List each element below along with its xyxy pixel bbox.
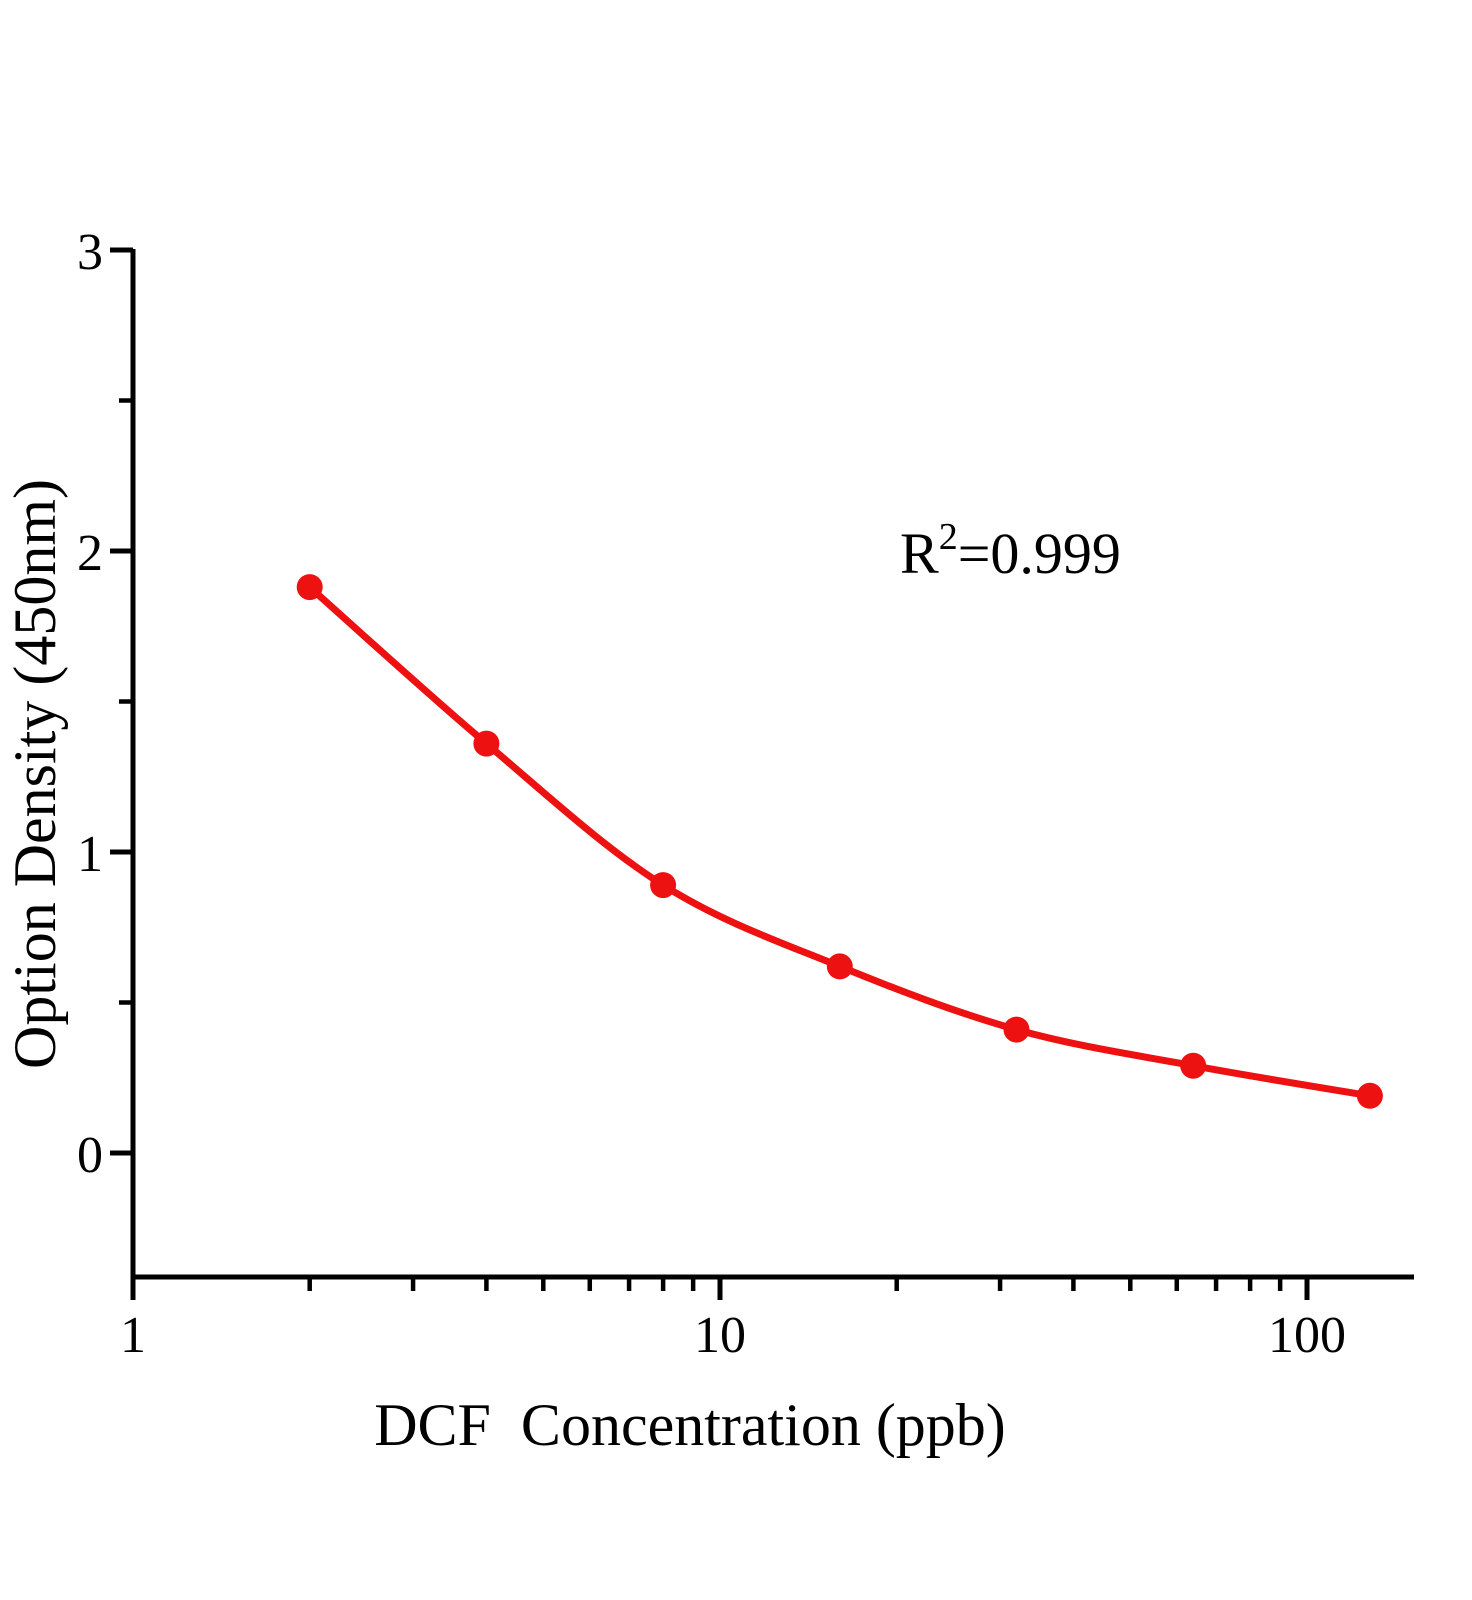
y-tick-label: 3 <box>77 224 103 281</box>
r-squared-value: =0.999 <box>958 521 1121 586</box>
x-tick-label: 1 <box>120 1307 146 1364</box>
fit-curve-line <box>306 583 1374 1100</box>
data-point <box>826 953 853 980</box>
y-axis-title: Option Density (450nm) <box>2 479 68 1069</box>
data-point <box>1003 1016 1030 1043</box>
x-axis-title: DCF Concentration (ppb) <box>374 1392 1006 1458</box>
axis-ticks <box>110 247 1310 1300</box>
data-point <box>1180 1052 1207 1079</box>
data-point <box>296 574 323 601</box>
y-tick-label: 2 <box>77 525 103 582</box>
data-point <box>473 730 500 757</box>
data-point <box>650 872 677 899</box>
y-tick-label: 0 <box>77 1127 103 1184</box>
axis-frame <box>130 249 1414 1280</box>
r-squared-exponent: 2 <box>939 516 958 558</box>
axes <box>130 249 1414 1280</box>
y-tick-label: 1 <box>77 826 103 883</box>
axis-tick-labels: 0 1 2 3 1 10 100 <box>77 224 1346 1364</box>
r-squared-base: R <box>900 521 939 586</box>
data-points <box>296 574 1383 1109</box>
r-squared-annotation: R2=0.999 <box>900 516 1121 586</box>
x-tick-label: 10 <box>694 1307 746 1364</box>
data-point <box>1356 1082 1383 1109</box>
fit-curve <box>306 583 1374 1100</box>
x-tick-label: 100 <box>1268 1307 1346 1364</box>
